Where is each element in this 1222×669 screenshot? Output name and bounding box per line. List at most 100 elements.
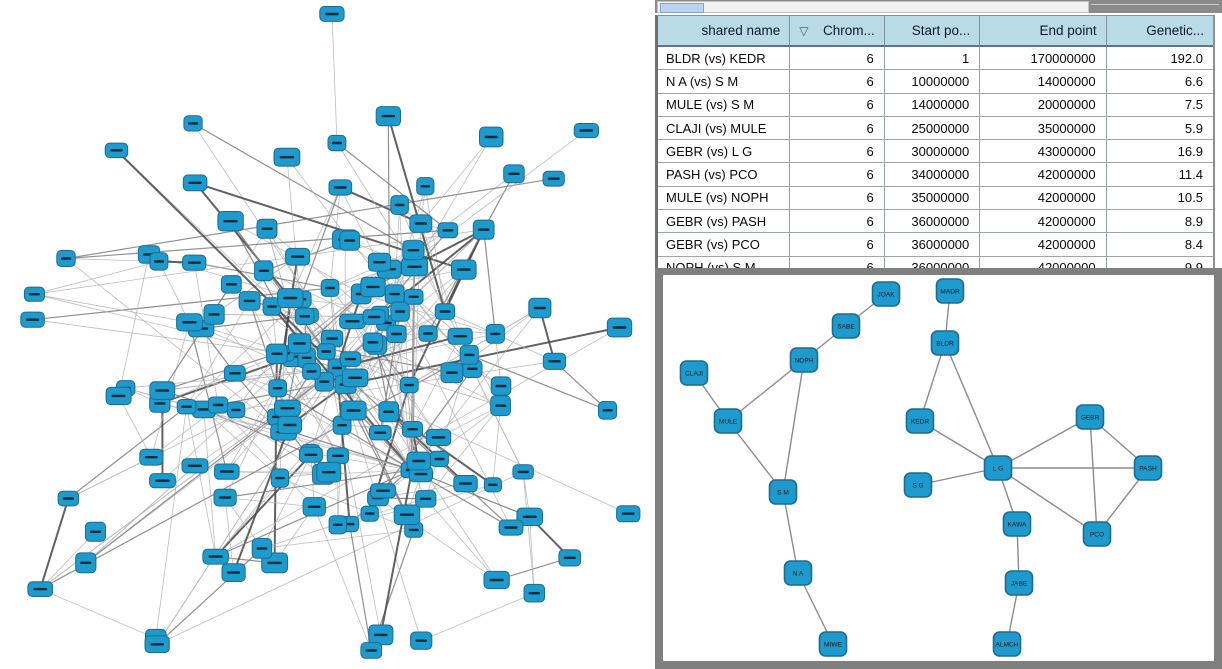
network-node-mule[interactable]: MULE bbox=[713, 408, 743, 434]
network-node[interactable] bbox=[273, 399, 301, 417]
network-node[interactable] bbox=[316, 343, 336, 360]
network-node-bldr[interactable]: BLDR bbox=[930, 330, 960, 356]
network-node[interactable] bbox=[139, 448, 164, 466]
network-node[interactable] bbox=[401, 257, 429, 277]
network-node[interactable] bbox=[403, 288, 424, 305]
network-node[interactable] bbox=[573, 123, 599, 139]
network-node[interactable] bbox=[176, 399, 197, 415]
network-node[interactable] bbox=[406, 451, 431, 471]
network-node[interactable] bbox=[27, 581, 54, 597]
column-header-shared-name[interactable]: shared name bbox=[658, 16, 791, 45]
network-node[interactable] bbox=[409, 214, 433, 233]
network-node[interactable] bbox=[503, 164, 525, 184]
network-node[interactable] bbox=[149, 252, 169, 271]
network-node[interactable] bbox=[339, 351, 362, 367]
network-node[interactable] bbox=[447, 327, 473, 345]
network-node[interactable] bbox=[320, 279, 340, 297]
network-node[interactable] bbox=[213, 488, 237, 507]
network-node[interactable] bbox=[182, 174, 208, 192]
table-row[interactable]: BLDR (vs) KEDR 6 1 170000000 192.0 bbox=[658, 47, 1213, 71]
network-node[interactable] bbox=[498, 519, 524, 536]
network-node[interactable] bbox=[404, 521, 424, 538]
network-node[interactable] bbox=[370, 483, 397, 499]
network-node[interactable] bbox=[399, 376, 419, 394]
network-node[interactable] bbox=[221, 563, 246, 582]
network-node[interactable] bbox=[268, 379, 288, 398]
network-node[interactable] bbox=[328, 179, 353, 196]
network-node[interactable] bbox=[339, 230, 361, 251]
network-node[interactable] bbox=[434, 303, 456, 320]
network-node[interactable] bbox=[340, 400, 367, 421]
column-header-chromosome[interactable]: ▽ Chrom... bbox=[790, 16, 885, 45]
network-node[interactable] bbox=[208, 396, 229, 414]
network-node[interactable] bbox=[542, 352, 567, 370]
network-node[interactable] bbox=[393, 504, 421, 526]
network-node[interactable] bbox=[320, 329, 344, 348]
network-node[interactable] bbox=[149, 381, 176, 400]
network-node[interactable] bbox=[401, 421, 424, 438]
network-node[interactable] bbox=[23, 286, 46, 302]
network-node[interactable] bbox=[327, 134, 347, 152]
network-node[interactable] bbox=[459, 344, 479, 365]
network-node[interactable] bbox=[328, 515, 347, 535]
network-node-jabe[interactable]: JABE bbox=[1004, 570, 1034, 596]
network-node-l-g[interactable]: L G bbox=[983, 455, 1013, 481]
network-node[interactable] bbox=[440, 362, 464, 384]
detail-network-canvas[interactable]: JOAK MADR SABE BLDR NOPH CLAJI KEDR GEBR MULE L G… bbox=[663, 275, 1214, 661]
network-node-almch[interactable]: ALMCH bbox=[992, 631, 1022, 657]
network-node[interactable] bbox=[483, 570, 510, 590]
network-node[interactable] bbox=[429, 450, 449, 468]
table-row[interactable]: GEBR (vs) L G 6 30000000 43000000 16.9 bbox=[658, 140, 1213, 164]
network-node[interactable] bbox=[75, 552, 97, 574]
column-header-genetic[interactable]: Genetic... bbox=[1107, 16, 1213, 45]
network-edge[interactable] bbox=[782, 491, 799, 574]
network-node-pash[interactable]: PASH bbox=[1133, 455, 1163, 481]
network-node[interactable] bbox=[597, 400, 618, 420]
network-node[interactable] bbox=[294, 307, 315, 325]
network-node[interactable] bbox=[341, 368, 369, 388]
network-node-kedr[interactable]: KEDR bbox=[905, 408, 935, 434]
network-node[interactable] bbox=[238, 291, 261, 311]
network-node[interactable] bbox=[105, 386, 132, 406]
network-node[interactable] bbox=[183, 115, 203, 132]
horizontal-scrollbar[interactable] bbox=[655, 0, 1222, 13]
network-node[interactable] bbox=[203, 304, 225, 325]
network-node-claji[interactable]: CLAJI bbox=[679, 360, 709, 386]
network-node[interactable] bbox=[384, 284, 405, 304]
network-node[interactable] bbox=[214, 463, 240, 480]
network-node[interactable] bbox=[332, 415, 352, 435]
network-node[interactable] bbox=[302, 497, 326, 517]
column-header-end-point[interactable]: End point bbox=[980, 16, 1107, 45]
network-node[interactable] bbox=[287, 333, 312, 354]
network-node[interactable] bbox=[425, 428, 452, 446]
network-node-joak[interactable]: JOAK bbox=[871, 281, 901, 307]
network-node[interactable] bbox=[202, 548, 229, 565]
table-row[interactable]: CLAJI (vs) MULE 6 25000000 35000000 5.9 bbox=[658, 116, 1213, 141]
scrollbar-track[interactable] bbox=[657, 1, 1089, 13]
network-node[interactable] bbox=[84, 521, 106, 542]
network-node-pco[interactable]: PCO bbox=[1082, 521, 1112, 547]
overview-network-canvas[interactable] bbox=[0, 0, 655, 669]
network-node-sabe[interactable]: SABE bbox=[831, 313, 861, 339]
network-node[interactable] bbox=[437, 222, 459, 239]
table-row[interactable]: MULE (vs) S M 6 14000000 20000000 7.5 bbox=[658, 93, 1213, 117]
network-node[interactable] bbox=[223, 365, 246, 382]
network-node[interactable] bbox=[226, 401, 246, 419]
network-node[interactable] bbox=[277, 416, 303, 434]
network-node[interactable] bbox=[360, 642, 383, 659]
network-node[interactable] bbox=[285, 247, 311, 266]
network-node[interactable] bbox=[616, 505, 641, 523]
table-row[interactable]: GEBR (vs) PASH 6 36000000 42000000 8.9 bbox=[658, 210, 1213, 234]
network-node[interactable] bbox=[386, 324, 407, 343]
network-node[interactable] bbox=[266, 343, 288, 365]
network-node[interactable] bbox=[606, 317, 633, 338]
network-node[interactable] bbox=[367, 252, 392, 272]
network-edge[interactable] bbox=[919, 342, 946, 422]
network-node[interactable] bbox=[273, 147, 301, 167]
network-node[interactable] bbox=[262, 297, 282, 316]
network-node[interactable] bbox=[416, 177, 435, 196]
network-node[interactable] bbox=[57, 490, 80, 507]
network-node[interactable] bbox=[453, 475, 478, 493]
table-row[interactable]: MULE (vs) NOPH 6 35000000 42000000 10.5 bbox=[658, 186, 1213, 211]
network-node[interactable] bbox=[270, 468, 290, 488]
